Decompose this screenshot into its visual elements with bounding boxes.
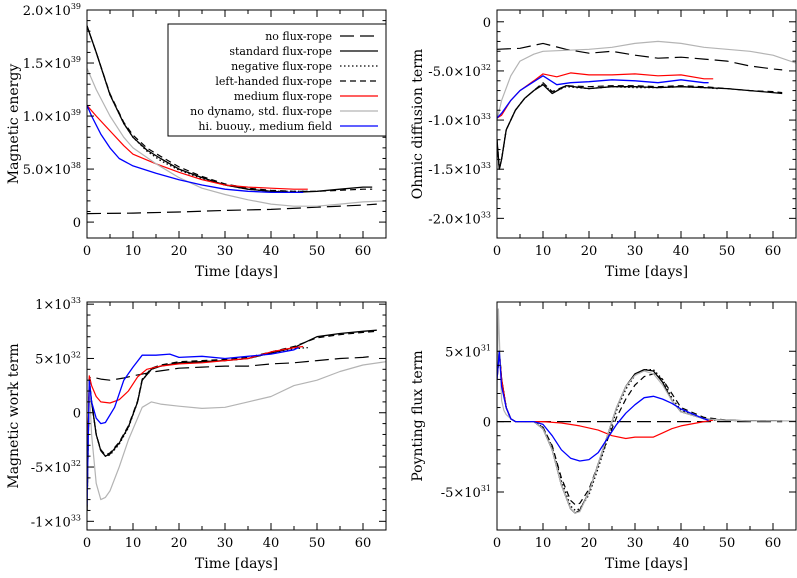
poynting-flux-series-negative (497, 350, 718, 511)
poynting-flux-frame (496, 301, 797, 531)
magnetic-work-xtick-label: 60 (355, 536, 372, 551)
magnetic-energy-xtick-label: 60 (355, 244, 372, 259)
ohmic-diffusion-series-hi-buoy (497, 75, 709, 119)
poynting-flux-ytick-label: -5×1031 (441, 484, 491, 501)
magnetic-work-ytick-label: -1×1033 (31, 513, 81, 530)
magnetic-work-ytick-label: 5×1032 (35, 350, 81, 367)
magnetic-energy-xtick-label: 30 (217, 244, 234, 259)
ohmic-diffusion-series-no-dynamo (497, 40, 796, 121)
magnetic-energy-xtick-label: 10 (125, 244, 142, 259)
magnetic-work-frame (86, 301, 387, 531)
magnetic-energy-ylabel: Magnetic energy (6, 64, 22, 185)
magnetic-energy-series-hi-buoy (87, 105, 304, 194)
ohmic-diffusion-xlabel: Time [days] (605, 264, 688, 280)
poynting-flux-series-left-handed (497, 350, 783, 506)
ohmic-diffusion-series-negative (497, 83, 718, 170)
magnetic-work-series-medium (87, 345, 304, 489)
ohmic-diffusion-series-no-flux-rope (497, 42, 783, 71)
magnetic-energy-series-negative (87, 25, 308, 192)
magnetic-energy-series-group (87, 25, 386, 215)
legend-entry-label: hi. buouy., medium field (198, 120, 332, 133)
ohmic-diffusion-ytick-label: -5.0×1032 (428, 63, 491, 80)
ohmic-diffusion-ytick-label: 0 (483, 16, 491, 31)
ohmic-diffusion-xtick-label: 20 (581, 244, 598, 259)
magnetic-work-series-no-dynamo (87, 361, 386, 511)
magnetic-energy-ytick-label: 1.0×1039 (23, 108, 81, 125)
poynting-flux-xlabel: Time [days] (605, 556, 688, 572)
legend-entry-label: medium flux-rope (234, 90, 332, 103)
magnetic-energy-xlabel: Time [days] (195, 264, 278, 280)
poynting-flux-xtick-label: 30 (627, 536, 644, 551)
magnetic-work-xtick-label: 50 (309, 536, 326, 551)
magnetic-work-series-hi-buoy (87, 347, 299, 506)
ohmic-diffusion-xtick-label: 10 (535, 244, 552, 259)
poynting-flux-panel: 0 10 20 30 40 50 60 5×1031 0 -5×1031 Time [days] Po… (410, 301, 797, 572)
magnetic-work-xtick-label: 40 (263, 536, 280, 551)
magnetic-energy-ytick-label: 5.0×1038 (23, 161, 81, 178)
legend: no flux-rope standard flux-rope negative f… (167, 23, 387, 137)
legend-entry-label: negative flux-rope (231, 60, 332, 73)
legend-entry-label: left-handed flux-rope (215, 75, 332, 88)
legend-entry-label: standard flux-rope (229, 45, 332, 58)
poynting-flux-xtick-label: 20 (581, 536, 598, 551)
ohmic-diffusion-xtick-label: 40 (673, 244, 690, 259)
poynting-flux-series-no-dynamo (497, 308, 796, 514)
magnetic-energy-series-medium (87, 105, 308, 190)
magnetic-work-panel: 0 10 20 30 40 50 60 1×1033 5×1032 0 -5×1032 -1×1033… (6, 296, 387, 572)
magnetic-work-series-left-handed (87, 330, 377, 511)
poynting-flux-series-hi-buoy (497, 350, 709, 462)
magnetic-work-ytick-label: -5×1032 (31, 459, 81, 476)
legend-box (167, 23, 387, 137)
magnetic-energy-xtick-label: 20 (171, 244, 188, 259)
magnetic-work-xtick-label: 20 (171, 536, 188, 551)
ohmic-diffusion-ylabel: Ohmic diffusion term (410, 49, 426, 199)
magnetic-work-series-group (87, 329, 386, 511)
ohmic-diffusion-series-group (497, 40, 796, 170)
magnetic-work-xtick-label: 30 (217, 536, 234, 551)
magnetic-work-ylabel: Magnetic work term (6, 343, 22, 488)
magnetic-energy-xtick-label: 40 (263, 244, 280, 259)
ohmic-diffusion-frame (496, 9, 797, 239)
legend-entry-label: no dynamo, std. flux-rope (190, 105, 332, 118)
legend-entry-label: no flux-rope (265, 30, 332, 43)
magnetic-energy-series-no-flux-rope (87, 203, 377, 215)
poynting-flux-series-standard (497, 350, 783, 514)
ohmic-diffusion-xtick-label: 60 (765, 244, 782, 259)
magnetic-work-series-negative (87, 346, 308, 511)
magnetic-work-xtick-label: 10 (125, 536, 142, 551)
ohmic-diffusion-ytick-label: -1.0×1033 (428, 112, 491, 129)
poynting-flux-xtick-label: 10 (535, 536, 552, 551)
magnetic-energy-series-no-dynamo (87, 68, 386, 207)
magnetic-work-ytick-label: 1×1033 (35, 296, 81, 313)
ohmic-diffusion-xtick-label: 50 (719, 244, 736, 259)
poynting-flux-series-group (497, 308, 796, 514)
poynting-flux-series-medium (497, 350, 714, 440)
poynting-flux-xtick-label: 0 (493, 536, 501, 551)
magnetic-energy-ytick-label: 2.0×1039 (23, 2, 81, 19)
poynting-flux-xtick-label: 40 (673, 536, 690, 551)
ohmic-diffusion-xtick-label: 30 (627, 244, 644, 259)
ohmic-diffusion-ytick-label: -1.5×1033 (428, 161, 491, 178)
magnetic-energy-ytick-label: 1.5×1039 (23, 55, 81, 72)
poynting-flux-xtick-label: 50 (719, 536, 736, 551)
magnetic-energy-xtick-label: 50 (309, 244, 326, 259)
poynting-flux-ylabel: Poynting flux term (410, 350, 426, 481)
magnetic-work-ytick-label: 0 (73, 407, 81, 422)
magnetic-work-xtick-label: 0 (83, 536, 91, 551)
ohmic-diffusion-ytick-label: -2.0×1033 (428, 210, 491, 227)
poynting-flux-xtick-label: 60 (765, 536, 782, 551)
ohmic-diffusion-panel: 0 10 20 30 40 50 60 0 -5.0×1032 -1.0×1033 -1.5×103… (410, 9, 797, 280)
magnetic-energy-panel: 0 10 20 30 40 50 60 0 5.0×1038 1.0×1039 1.5×1039 2.… (6, 2, 387, 280)
ohmic-diffusion-xtick-label: 0 (493, 244, 501, 259)
poynting-flux-ytick-label: 5×1031 (445, 343, 491, 360)
ohmic-diffusion-series-left-handed (497, 82, 783, 170)
magnetic-work-xlabel: Time [days] (195, 556, 278, 572)
magnetic-work-series-no-flux-rope (87, 355, 373, 511)
ohmic-diffusion-series-standard (497, 84, 783, 170)
magnetic-energy-series-left-handed (87, 25, 373, 192)
magnetic-energy-xtick-label: 0 (83, 244, 91, 259)
poynting-flux-ytick-label: 0 (483, 416, 491, 431)
magnetic-energy-ytick-label: 0 (73, 216, 81, 231)
